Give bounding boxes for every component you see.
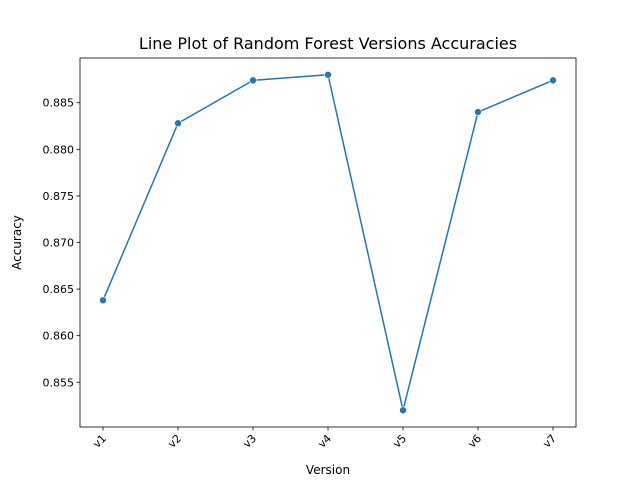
- y-tick-label: 0.855: [43, 376, 75, 389]
- chart-title: Line Plot of Random Forest Versions Accu…: [139, 34, 517, 53]
- data-point: [249, 76, 257, 85]
- y-tick-label: 0.865: [43, 283, 75, 296]
- data-point: [324, 70, 332, 79]
- y-axis-label: Accuracy: [10, 215, 24, 270]
- y-tick-label: 0.880: [43, 143, 75, 156]
- plot-area: [80, 58, 576, 427]
- y-tick-label: 0.870: [43, 237, 75, 250]
- data-point: [99, 296, 107, 305]
- data-point: [399, 406, 407, 415]
- data-point: [174, 119, 182, 128]
- y-tick-label: 0.860: [43, 330, 75, 343]
- y-tick-label: 0.875: [43, 190, 75, 203]
- y-axis: 0.855 0.860 0.865 0.870 0.875 0.880 0.885: [43, 97, 80, 389]
- series-group: [99, 70, 557, 415]
- data-point: [549, 76, 557, 85]
- data-point: [474, 108, 482, 116]
- y-tick-label: 0.885: [43, 97, 75, 110]
- x-axis-label: Version: [306, 463, 350, 477]
- plot-frame: [79, 57, 577, 428]
